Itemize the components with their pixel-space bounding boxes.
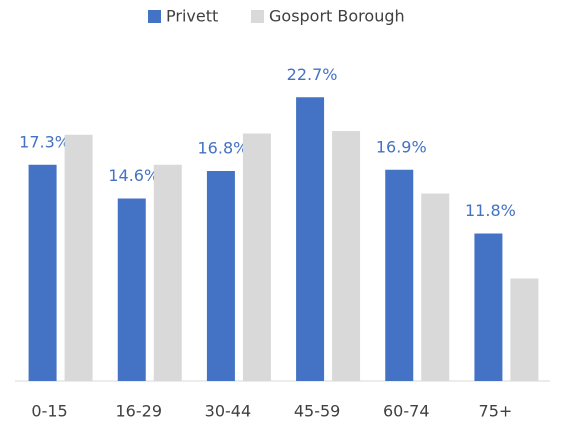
- bar: [474, 233, 503, 381]
- legend-label: Privett: [166, 7, 218, 26]
- bar: [242, 133, 271, 381]
- bar: [64, 134, 93, 381]
- legend-swatch: [148, 10, 161, 23]
- bar: [117, 198, 146, 381]
- bar: [332, 131, 361, 381]
- bar: [296, 97, 325, 381]
- x-tick-label: 75+: [479, 402, 513, 421]
- x-tick-label: 0-15: [31, 402, 67, 421]
- x-tick-label: 45-59: [294, 402, 341, 421]
- data-label: 14.6%: [108, 166, 159, 185]
- bar: [421, 193, 450, 381]
- data-label: 16.9%: [376, 137, 427, 156]
- x-tick-label: 30-44: [205, 402, 252, 421]
- bar: [28, 164, 57, 381]
- data-label: 11.8%: [465, 201, 516, 220]
- data-label: 16.8%: [198, 139, 249, 158]
- bar: [206, 171, 235, 381]
- x-tick-label: 60-74: [383, 402, 430, 421]
- bar: [510, 278, 539, 381]
- legend-label: Gosport Borough: [269, 7, 405, 26]
- data-label: 17.3%: [19, 132, 70, 151]
- data-label: 22.7%: [287, 65, 338, 84]
- legend-swatch: [251, 10, 264, 23]
- bar: [385, 169, 414, 381]
- bar: [153, 164, 182, 381]
- x-tick-label: 16-29: [116, 402, 163, 421]
